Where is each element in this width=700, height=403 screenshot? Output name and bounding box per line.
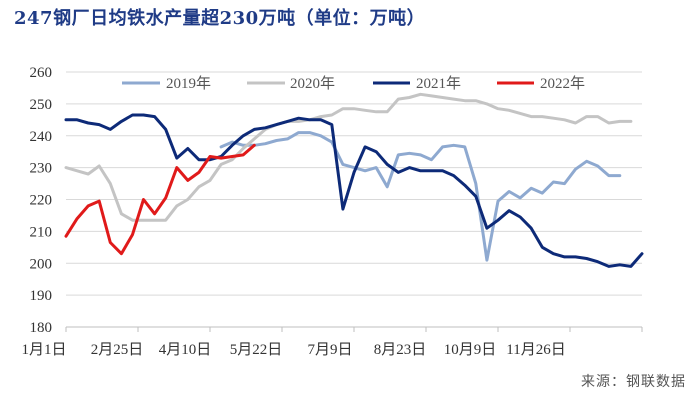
series-line-2020 bbox=[64, 92, 633, 222]
legend: 2019年 2020年 2021年 2022年 bbox=[122, 75, 585, 92]
x-tick-label: 8月23日 bbox=[374, 342, 427, 358]
y-tick-label-180: 180 bbox=[30, 320, 53, 336]
legend-label-2021: 2021年 bbox=[416, 75, 461, 92]
x-tick-label: 2月25日 bbox=[91, 342, 144, 358]
axes bbox=[65, 326, 643, 332]
series-line-2019 bbox=[219, 131, 622, 262]
y-tick-label-230: 230 bbox=[30, 161, 53, 177]
y-tick-labels: 180 190 200 210 220 230 240 250 260 bbox=[30, 65, 53, 336]
x-tick-label: 4月10日 bbox=[159, 342, 212, 358]
x-tick-label: 10月9日 bbox=[444, 342, 497, 358]
x-tick-label: 7月9日 bbox=[307, 342, 352, 358]
chart-title: 247钢厂日均铁水产量超230万吨（单位：万吨） bbox=[14, 8, 426, 29]
y-tick-label-260: 260 bbox=[30, 65, 53, 81]
series-lines bbox=[64, 92, 644, 268]
legend-label-2020: 2020年 bbox=[290, 75, 335, 92]
y-tick-label-240: 240 bbox=[30, 129, 53, 145]
x-tick-labels: 1月1日 2月25日 4月10日 5月22日 7月9日 8月23日 10月9日 11月26日 bbox=[21, 342, 565, 358]
y-tick-label-220: 220 bbox=[30, 193, 53, 209]
x-tick-label: 1月1日 bbox=[21, 342, 66, 358]
x-tick-label: 11月26日 bbox=[506, 342, 565, 358]
series-line-2021 bbox=[64, 113, 644, 268]
legend-label-2022: 2022年 bbox=[540, 75, 585, 92]
legend-label-2019: 2019年 bbox=[166, 75, 211, 92]
y-tick-label-190: 190 bbox=[30, 288, 53, 304]
y-tick-label-210: 210 bbox=[30, 224, 53, 240]
series-line-2022 bbox=[64, 143, 256, 256]
y-tick-label-200: 200 bbox=[30, 256, 53, 272]
source-note: 来源：钢联数据 bbox=[581, 374, 686, 390]
y-tick-label-250: 250 bbox=[30, 97, 53, 113]
x-tick-label: 5月22日 bbox=[230, 342, 283, 358]
